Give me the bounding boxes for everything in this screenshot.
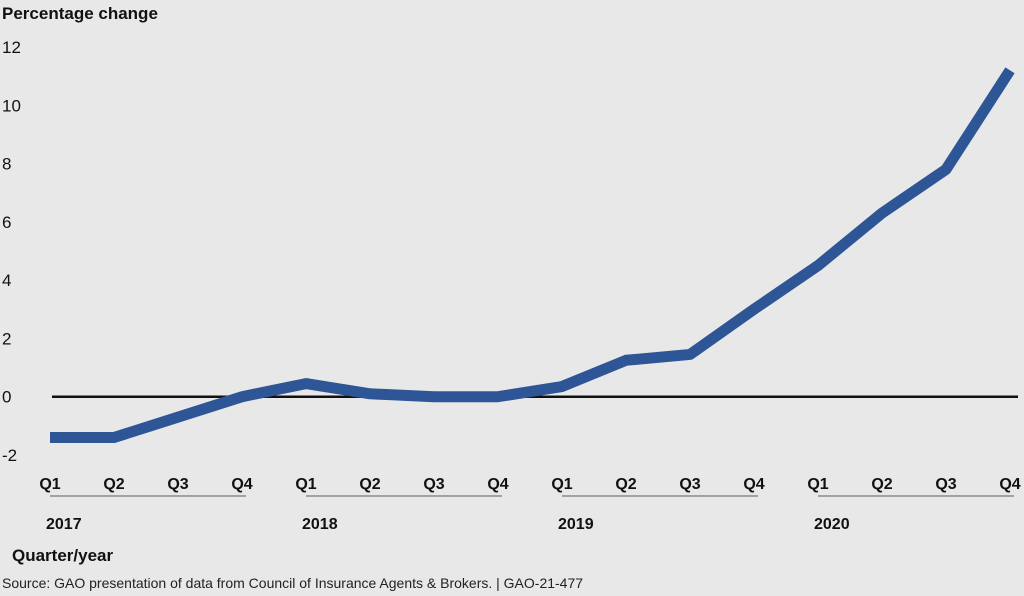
y-tick-label: 8 <box>2 155 11 174</box>
y-tick-label: -2 <box>2 446 17 465</box>
year-label: 2018 <box>302 516 338 533</box>
quarter-tick-label: Q4 <box>231 476 252 493</box>
quarter-tick-label: Q4 <box>743 476 764 493</box>
year-labels: 2017 2018 2019 2020 <box>46 516 850 533</box>
y-tick-label: 12 <box>2 38 21 57</box>
series-line <box>50 67 1015 444</box>
year-label: 2017 <box>46 516 82 533</box>
y-tick-label: 6 <box>2 213 11 232</box>
year-label: 2019 <box>558 516 594 533</box>
quarter-tick-label: Q2 <box>103 476 124 493</box>
quarter-tick-label: Q2 <box>871 476 892 493</box>
quarter-tick-label: Q1 <box>807 476 828 493</box>
y-tick-label: 0 <box>2 388 11 407</box>
y-tick-label: 2 <box>2 329 11 348</box>
y-tick-label: 4 <box>2 271 11 290</box>
quarter-tick-label: Q1 <box>551 476 572 493</box>
quarter-tick-label: Q1 <box>39 476 60 493</box>
quarter-tick-label: Q4 <box>487 476 508 493</box>
quarter-tick-label: Q3 <box>935 476 956 493</box>
quarter-tick-label: Q1 <box>295 476 316 493</box>
quarter-tick-label: Q3 <box>167 476 188 493</box>
y-tick-label: 10 <box>2 96 21 115</box>
year-label: 2020 <box>814 516 850 533</box>
quarter-tick-label: Q2 <box>359 476 380 493</box>
quarter-tick-label: Q3 <box>423 476 444 493</box>
quarter-tick-labels: Q1 Q2 Q3 Q4 Q1 Q2 Q3 Q4 Q1 Q2 Q3 Q4 Q1 Q2 Q3 Q4 <box>39 476 1020 493</box>
quarter-tick-label: Q3 <box>679 476 700 493</box>
quarter-tick-label: Q2 <box>615 476 636 493</box>
quarter-tick-label: Q4 <box>999 476 1020 493</box>
y-tick-labels: 12 10 8 6 4 2 0 -2 <box>2 38 21 465</box>
source-note: Source: GAO presentation of data from Co… <box>2 575 583 591</box>
y-axis-label: Percentage change <box>2 4 158 23</box>
x-axis-label: Quarter/year <box>12 546 113 565</box>
